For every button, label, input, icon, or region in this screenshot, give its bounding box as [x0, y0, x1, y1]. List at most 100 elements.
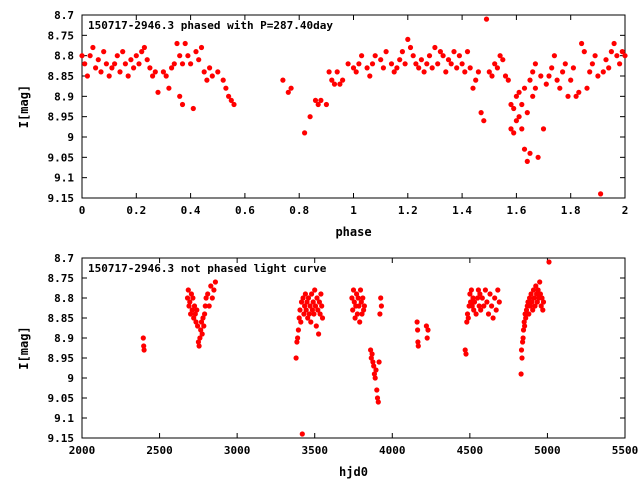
data-point: [109, 65, 115, 71]
data-point: [90, 44, 96, 51]
data-point: [486, 69, 492, 75]
data-point: [125, 73, 131, 79]
data-point: [155, 89, 161, 95]
data-point: [617, 61, 623, 67]
data-point: [353, 69, 359, 75]
data-point: [352, 315, 358, 321]
data-point: [122, 61, 128, 67]
data-point: [139, 49, 145, 55]
data-point: [595, 73, 601, 79]
data-point: [513, 93, 520, 99]
data-point: [538, 303, 544, 309]
data-point: [463, 351, 469, 357]
data-point: [489, 73, 495, 79]
data-point: [520, 335, 526, 341]
data-point: [478, 307, 484, 313]
data-point: [374, 395, 381, 401]
data-point: [443, 69, 449, 75]
data-point: [212, 279, 218, 285]
data-point: [551, 53, 558, 59]
data-point: [295, 327, 301, 333]
data-point: [305, 295, 312, 301]
y-tick-label: 8.75: [48, 29, 75, 42]
data-point: [500, 57, 506, 63]
x-tick-label: 2500: [146, 444, 173, 457]
data-point: [101, 49, 107, 55]
data-point: [546, 73, 552, 79]
data-point: [471, 299, 478, 305]
data-point: [410, 53, 416, 59]
data-point: [523, 307, 530, 313]
data-point: [182, 40, 188, 47]
data-point: [376, 359, 382, 365]
data-point: [128, 57, 134, 63]
data-point: [350, 65, 357, 71]
data-point: [394, 65, 400, 71]
data-point: [516, 89, 522, 95]
data-point: [202, 311, 208, 317]
data-point: [522, 323, 528, 329]
x-tick-label: 0: [79, 204, 86, 217]
y-tick-label: 9.05: [48, 392, 75, 405]
data-point: [467, 65, 473, 71]
data-point: [303, 307, 309, 313]
data-point: [537, 291, 544, 297]
x-tick-label: 0.6: [235, 204, 255, 217]
data-point: [614, 53, 620, 59]
data-point: [484, 299, 490, 305]
data-point: [196, 343, 202, 349]
x-axis-label: hjd0: [339, 465, 368, 479]
x-tick-label: 1: [350, 204, 357, 217]
data-point: [508, 126, 514, 132]
data-point: [112, 61, 118, 67]
data-point: [445, 57, 452, 63]
data-point: [140, 335, 146, 341]
data-point: [106, 73, 112, 79]
data-point: [312, 303, 319, 309]
data-point: [560, 69, 566, 75]
data-point: [464, 49, 471, 55]
data-point: [141, 44, 147, 51]
data-point: [87, 53, 93, 59]
data-point: [84, 73, 90, 79]
data-point: [519, 101, 525, 108]
data-point: [622, 53, 628, 59]
data-point: [82, 61, 88, 67]
data-point: [557, 85, 563, 91]
data-point: [405, 36, 411, 43]
data-point: [193, 319, 199, 325]
data-point: [201, 323, 207, 329]
data-point: [534, 299, 540, 305]
data-point: [520, 339, 526, 345]
data-point: [425, 327, 431, 333]
data-point: [223, 85, 229, 91]
x-tick-label: 4000: [379, 444, 406, 457]
data-point: [186, 303, 192, 309]
data-point: [407, 44, 414, 51]
data-point: [468, 299, 474, 305]
data-point: [317, 311, 323, 317]
y-tick-label: 8.9: [54, 332, 74, 345]
data-point: [539, 295, 545, 301]
data-point: [323, 101, 329, 108]
data-point: [533, 283, 539, 289]
data-point: [364, 65, 370, 71]
y-tick-label: 9.1: [54, 412, 74, 425]
data-point: [372, 53, 378, 59]
data-point: [147, 65, 153, 71]
x-tick-label: 0.4: [181, 204, 201, 217]
data-point: [174, 40, 180, 47]
data-point: [163, 73, 169, 79]
x-tick-label: 2: [622, 204, 629, 217]
data-point: [295, 335, 301, 341]
data-point: [205, 291, 211, 297]
data-point: [93, 65, 99, 71]
x-tick-label: 4500: [457, 444, 484, 457]
data-point: [206, 303, 212, 309]
data-point: [351, 299, 357, 305]
y-tick-label: 8.85: [48, 312, 75, 325]
data-point: [397, 57, 403, 63]
data-point: [619, 49, 625, 55]
data-point: [307, 303, 313, 309]
data-point: [579, 40, 585, 47]
